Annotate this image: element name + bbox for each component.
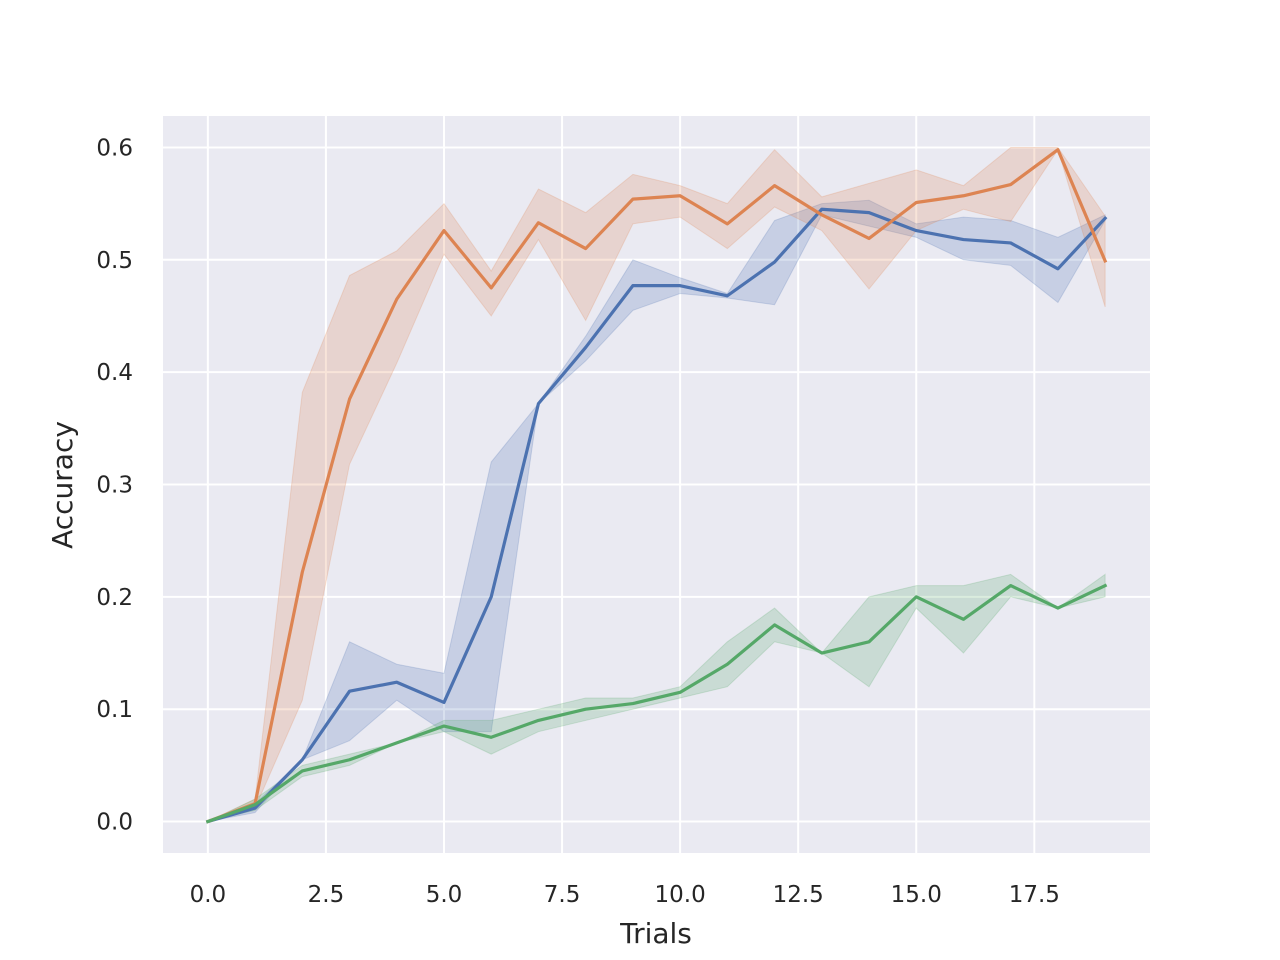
grid-lines bbox=[163, 116, 1150, 853]
y-tick-label: 0.0 bbox=[96, 810, 133, 836]
series-1-line bbox=[205, 207, 1108, 824]
x-tick-label: 5.0 bbox=[426, 882, 463, 908]
y-tick-label: 0.6 bbox=[96, 135, 133, 161]
y-tick-label: 0.1 bbox=[96, 697, 133, 723]
y-tick-label: 0.3 bbox=[96, 473, 133, 499]
series-lines bbox=[205, 148, 1108, 824]
x-tick-labels: 0.0 2.5 5.0 7.5 10.0 12.5 15.0 17.5 bbox=[190, 882, 1060, 908]
x-tick-label: 17.5 bbox=[1009, 882, 1060, 908]
series-2-line bbox=[205, 148, 1108, 824]
y-tick-label: 0.4 bbox=[96, 360, 133, 386]
y-tick-label: 0.5 bbox=[96, 248, 133, 274]
y-tick-labels: 0.0 0.1 0.2 0.3 0.4 0.5 0.6 bbox=[96, 135, 133, 835]
y-axis-label: Accuracy bbox=[46, 421, 79, 549]
x-axis-label: Trials bbox=[619, 917, 692, 950]
x-tick-label: 12.5 bbox=[773, 882, 824, 908]
x-tick-label: 0.0 bbox=[190, 882, 227, 908]
x-tick-label: 7.5 bbox=[544, 882, 581, 908]
x-tick-label: 2.5 bbox=[308, 882, 345, 908]
series-3-line bbox=[205, 583, 1108, 824]
x-tick-label: 10.0 bbox=[655, 882, 706, 908]
y-tick-label: 0.2 bbox=[96, 585, 133, 611]
x-tick-label: 15.0 bbox=[891, 882, 942, 908]
